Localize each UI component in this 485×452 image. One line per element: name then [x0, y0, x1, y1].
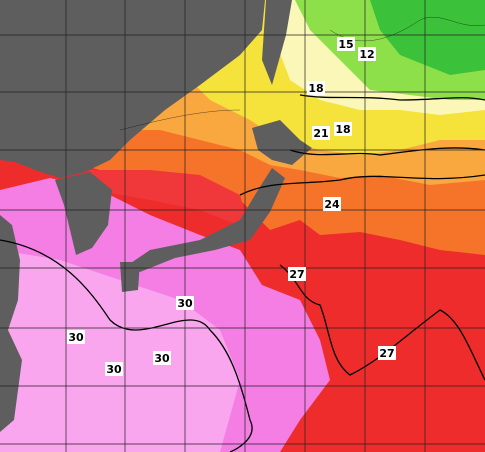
contour-label: 21 [312, 126, 330, 140]
label-box [307, 81, 325, 95]
contour-label: 30 [105, 362, 123, 376]
kyushu [120, 262, 140, 292]
label-box [105, 362, 123, 376]
label-box [323, 197, 341, 211]
red-strip [90, 170, 250, 230]
contour-value: 30 [68, 331, 84, 344]
contour-value: 18 [308, 82, 323, 95]
contour-line [299, 94, 485, 101]
contour-line [0, 239, 253, 452]
contour-value: 30 [106, 363, 122, 376]
label-box [378, 346, 396, 360]
contour-line [279, 264, 485, 381]
contour-label: 30 [153, 351, 171, 365]
china-coast [0, 215, 22, 432]
label-box [337, 37, 355, 51]
contour-label: 27 [288, 267, 306, 281]
contour-value: 27 [379, 347, 394, 360]
contour-label: 15 [337, 37, 355, 51]
contour-value: 15 [338, 38, 353, 51]
contour-value: 27 [289, 268, 304, 281]
label-box [176, 296, 194, 310]
deep-green [370, 0, 485, 75]
contour-value: 18 [335, 123, 350, 136]
honshu [128, 168, 285, 272]
contour-value: 30 [154, 352, 170, 365]
sakhalin [262, 0, 292, 85]
contour-label: 30 [176, 296, 194, 310]
contour-label: 30 [67, 330, 85, 344]
contour-label: 18 [307, 81, 325, 95]
label-box [67, 330, 85, 344]
contour-value: 30 [177, 297, 193, 310]
label-box [153, 351, 171, 365]
label-box [334, 122, 352, 136]
korea [55, 172, 112, 255]
contour-value: 24 [324, 198, 340, 211]
contour-line [289, 147, 485, 156]
contour-value: 12 [359, 48, 374, 61]
label-box [312, 126, 330, 140]
hokkaido [252, 120, 312, 165]
contour-label: 12 [358, 47, 376, 61]
label-box [288, 267, 306, 281]
contour-label: 27 [378, 346, 396, 360]
contour-line [119, 109, 241, 131]
contour-line [239, 174, 485, 196]
contour-value: 21 [313, 127, 328, 140]
contour-label: 24 [323, 197, 341, 211]
contour-label: 18 [334, 122, 352, 136]
label-box [358, 47, 376, 61]
